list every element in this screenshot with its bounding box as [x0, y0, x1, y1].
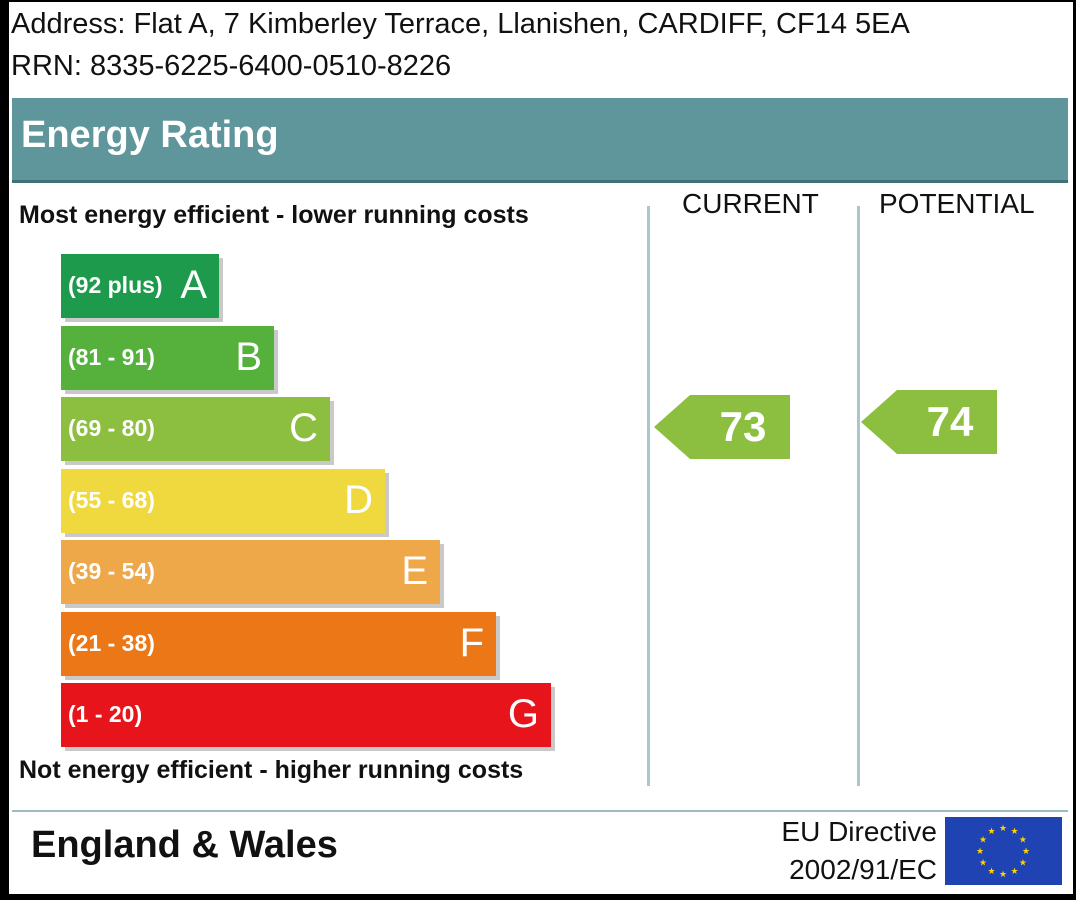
directive-line-2: 2002/91/EC	[789, 854, 937, 885]
band-f: (21 - 38) F	[61, 612, 500, 680]
eu-star-icon: ★	[999, 869, 1007, 879]
current-arrow-shape	[654, 395, 790, 459]
current-column-header: CURRENT	[682, 188, 819, 219]
eu-star-icon: ★	[987, 866, 995, 876]
band-fill	[61, 254, 219, 318]
band-range-label: (55 - 68)	[68, 487, 155, 513]
band-fill	[61, 397, 330, 461]
chart-title: Energy Rating	[21, 114, 279, 156]
band-e: (39 - 54) E	[61, 540, 444, 608]
eu-star-icon: ★	[999, 823, 1007, 833]
band-b: (81 - 91) B	[61, 326, 278, 394]
band-d: (55 - 68) D	[61, 469, 389, 537]
eu-star-icon: ★	[1010, 826, 1018, 836]
top-note: Most energy efficient - lower running co…	[19, 201, 529, 229]
potential-column-header: POTENTIAL	[879, 188, 1035, 219]
chart-title-bar: Energy Rating	[12, 98, 1068, 183]
eu-star-icon: ★	[1022, 846, 1030, 856]
eu-star-icon: ★	[1019, 835, 1027, 845]
band-range-label: (1 - 20)	[68, 701, 143, 727]
band-letter: F	[459, 621, 484, 665]
band-fill	[61, 469, 385, 533]
eu-star-icon: ★	[979, 835, 987, 845]
region-label: England & Wales	[31, 824, 338, 866]
current-rating-indicator: 73	[654, 395, 791, 459]
eu-star-icon: ★	[1019, 858, 1027, 868]
band-fill	[61, 326, 274, 390]
band-letter: D	[344, 478, 373, 522]
band-range-label: (39 - 54)	[68, 558, 155, 584]
band-range-label: (92 plus)	[68, 272, 163, 298]
eu-star-icon: ★	[979, 858, 987, 868]
band-fill	[61, 683, 551, 747]
eu-star-icon: ★	[987, 826, 995, 836]
potential-rating-value: 74	[926, 398, 974, 445]
eu-flag-stars: ★ ★★★★★★★★★★★	[976, 823, 1030, 879]
energy-rating-chart: Energy Rating Most energy efficient - lo…	[9, 96, 1073, 894]
eu-star-icon: ★	[976, 846, 984, 856]
band-range-label: (81 - 91)	[68, 344, 155, 370]
potential-rating-indicator: 74	[861, 390, 998, 454]
band-letter: A	[180, 263, 207, 307]
address-header: Address: Flat A, 7 Kimberley Terrace, Ll…	[9, 2, 1073, 96]
band-range-label: (21 - 38)	[68, 630, 155, 656]
band-fill	[61, 612, 496, 676]
band-letter: C	[289, 406, 318, 450]
band-letter: E	[401, 549, 428, 593]
band-range-label: (69 - 80)	[68, 415, 155, 441]
eu-flag-icon: ★ ★ ★ ★ ★ ★ ★ ★ ★ ★ ★ ★	[945, 817, 1062, 885]
eu-star-icon: ★	[1010, 866, 1018, 876]
band-fill	[61, 540, 440, 604]
band-c: (69 - 80) C	[61, 397, 334, 465]
potential-column-divider	[857, 206, 860, 786]
band-letter: G	[507, 692, 539, 736]
address-text: Address: Flat A, 7 Kimberley Terrace, Ll…	[11, 8, 910, 40]
footer-divider	[12, 810, 1068, 812]
rrn-text: RRN: 8335-6225-6400-0510-8226	[11, 50, 452, 82]
band-g: (1 - 20) G	[61, 683, 555, 751]
current-rating-value: 73	[719, 403, 767, 450]
band-letter: B	[235, 335, 262, 379]
current-column-divider	[647, 206, 650, 786]
band-a: (92 plus) A	[61, 254, 223, 322]
potential-arrow-shape	[861, 390, 997, 454]
bottom-note: Not energy efficient - higher running co…	[19, 756, 524, 784]
directive-line-1: EU Directive	[781, 816, 937, 847]
